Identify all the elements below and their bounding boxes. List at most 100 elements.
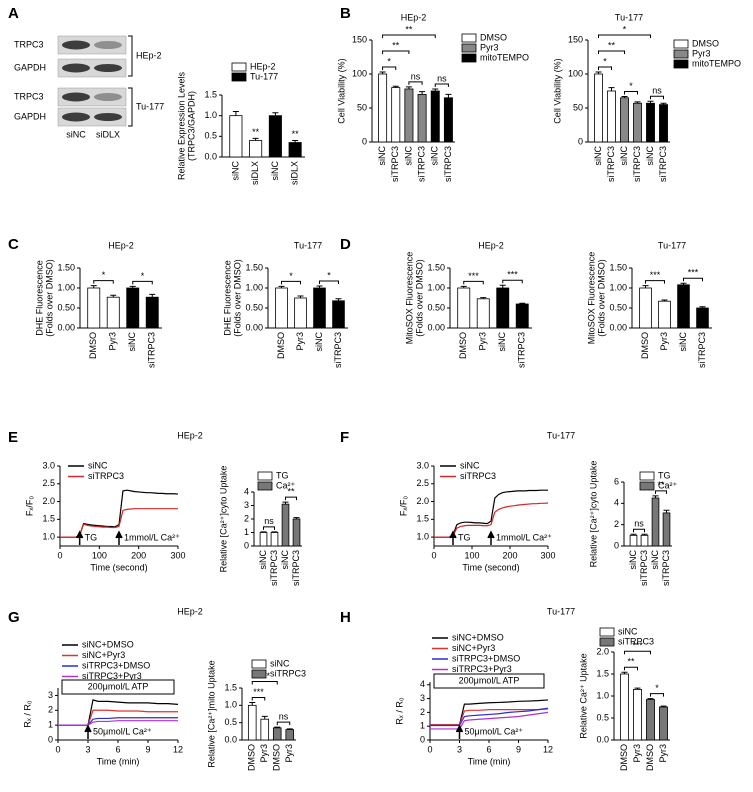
bar (662, 512, 671, 547)
bar (633, 689, 642, 741)
blot-group-label: HEp-2 (136, 50, 162, 60)
blot-band (94, 41, 122, 49)
error-bar (252, 137, 259, 141)
legend-label: siTRPC3+Pyr3 (452, 664, 512, 674)
legend-swatch (461, 33, 477, 43)
significance-label: ** (252, 127, 260, 137)
x-tick-label: 0 (427, 744, 432, 754)
legend-label: Ca²⁺ (276, 480, 296, 490)
significance-label: ns (279, 712, 289, 722)
bar (272, 727, 282, 741)
blot-row-label: TRPC3 (14, 39, 44, 49)
error-bar (271, 531, 278, 533)
y-tick-label: 0.0 (596, 734, 609, 744)
y-tick-label: 1 (420, 721, 425, 731)
blot-band (62, 112, 90, 122)
x-tick-label: siNC (127, 332, 137, 352)
y-axis-label: Rₓ / R₀ (22, 700, 32, 727)
error-bar (292, 139, 299, 143)
panel-letter: D (340, 236, 351, 253)
x-tick-label: Pyr3 (284, 744, 294, 763)
significance-bracket (683, 277, 703, 282)
error-bar (432, 88, 439, 91)
blot-band (94, 64, 122, 72)
y-tick-label: 1.5 (416, 514, 429, 524)
bar (633, 102, 642, 143)
y-tick-label: 1.5 (596, 668, 609, 678)
significance-label: ns (652, 86, 662, 96)
bar (594, 73, 603, 143)
x-tick-label: 0 (431, 550, 436, 560)
legend-label: TG (276, 470, 289, 480)
x-tick-label: 12 (543, 744, 553, 754)
legend-label: siNC (618, 626, 638, 636)
y-tick-label: 2.5 (416, 478, 429, 488)
bar (476, 298, 490, 329)
error-bar (419, 91, 426, 95)
x-tick-label: siNC (650, 550, 660, 570)
blot-strip (57, 107, 127, 127)
data-line (58, 717, 178, 726)
x-tick-label: 100 (464, 550, 479, 560)
y-tick-label: 0.50 (609, 302, 627, 312)
stimulus-arrow (455, 724, 464, 739)
significance-label: * (655, 683, 659, 693)
x-tick-label: siTRPC3 (333, 332, 343, 368)
y-tick-label: 3 (244, 500, 249, 510)
error-bar (445, 93, 452, 98)
x-tick-label: siNC (314, 332, 324, 352)
y-tick-label: 4 (420, 679, 425, 689)
bar (87, 287, 101, 329)
legend-label: siNC (270, 658, 290, 668)
x-tick-label: 100 (92, 550, 107, 560)
y-tick-label: 4 (614, 498, 619, 508)
x-tick-label: siTRPC3 (639, 550, 649, 586)
x-tick-label: siTRPC3 (658, 146, 668, 182)
error-bar (316, 285, 323, 288)
x-tick-label: siNC (270, 161, 280, 181)
significance-bracket (251, 681, 278, 685)
significance-label: ** (287, 487, 295, 497)
stimulus-label: 200μmol/L ATP (88, 681, 149, 691)
error-bar (272, 112, 279, 116)
bar (658, 300, 671, 329)
error-bar (660, 102, 667, 105)
chart-title: HEp-2 (177, 606, 203, 616)
error-bar (335, 298, 342, 301)
legend-label: Tu-177 (250, 71, 278, 81)
y-tick-label: 50 (573, 102, 583, 112)
chart-title: Tu-177 (294, 240, 322, 250)
error-bar (634, 687, 641, 690)
blot-band (94, 113, 122, 121)
y-axis-label: (Folds over DMSO) (596, 259, 606, 337)
stimulus-label: 50μmol/L Ca²⁺ (93, 726, 152, 736)
legend-label: siTRPC3+Pyr3 (82, 671, 142, 681)
x-tick-label: siDLX (290, 161, 300, 185)
panel-letter: H (340, 609, 351, 626)
y-tick-label: 1.5 (42, 514, 55, 524)
error-bar (621, 671, 628, 674)
legend-label: siTRPC3 (618, 636, 654, 646)
x-tick-label: DMSO (619, 744, 629, 771)
error-bar (480, 297, 487, 299)
x-tick-label: 6 (486, 744, 491, 754)
error-bar (519, 302, 526, 304)
x-tick-label: 300 (540, 550, 555, 560)
panel-letter: F (340, 429, 349, 446)
bar (281, 503, 290, 547)
y-tick-label: 0.00 (57, 322, 75, 332)
x-tick-label: siNC (628, 550, 638, 570)
blot-band (62, 40, 90, 50)
significance-bracket (624, 90, 638, 95)
y-axis-label: Cell Viability (%) (552, 58, 562, 123)
blot-row-label: TRPC3 (14, 91, 44, 101)
stimulus-label: 50μmol/L Ca²⁺ (465, 726, 524, 736)
y-axis-label: Rₓ / R₀ (394, 697, 404, 724)
y-tick-label: 0 (362, 136, 367, 146)
x-tick-label: 3 (85, 744, 90, 754)
bar (659, 104, 668, 143)
y-tick-label: 3.0 (42, 460, 55, 470)
stimulus-box (61, 679, 175, 695)
legend-swatch (257, 471, 273, 481)
